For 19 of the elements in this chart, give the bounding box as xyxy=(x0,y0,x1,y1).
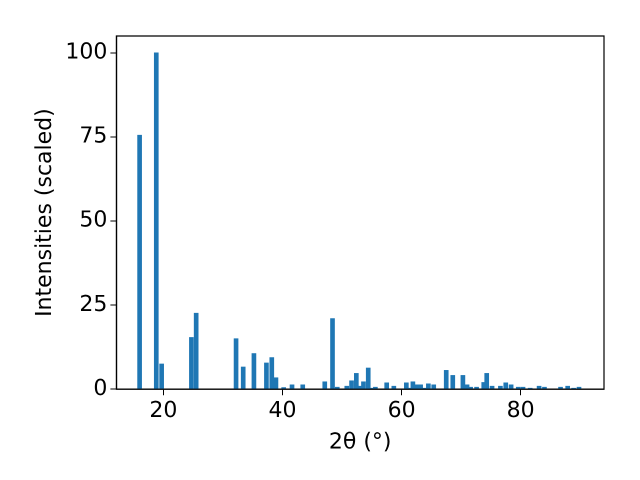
bar xyxy=(460,375,466,390)
bar xyxy=(137,134,142,390)
x-tick-label: 40 xyxy=(268,398,296,424)
bar xyxy=(234,338,238,390)
y-tick-label: 75 xyxy=(79,124,108,149)
x-tick-label: 20 xyxy=(149,398,178,424)
y-tick-label: 0 xyxy=(93,376,108,401)
bar xyxy=(444,370,449,390)
bar xyxy=(450,375,456,390)
x-tick-label: 60 xyxy=(388,398,416,424)
y-tick-label: 50 xyxy=(79,208,108,233)
bar xyxy=(290,384,294,390)
bar xyxy=(252,353,256,390)
y-tick-label: 25 xyxy=(79,292,108,317)
y-axis-title: Intensities (scaled) xyxy=(32,108,57,317)
x-axis-title: 2θ (°) xyxy=(328,430,392,455)
x-tick-label: 80 xyxy=(506,398,535,424)
y-tick-label: 100 xyxy=(65,40,108,65)
bar xyxy=(240,366,246,390)
